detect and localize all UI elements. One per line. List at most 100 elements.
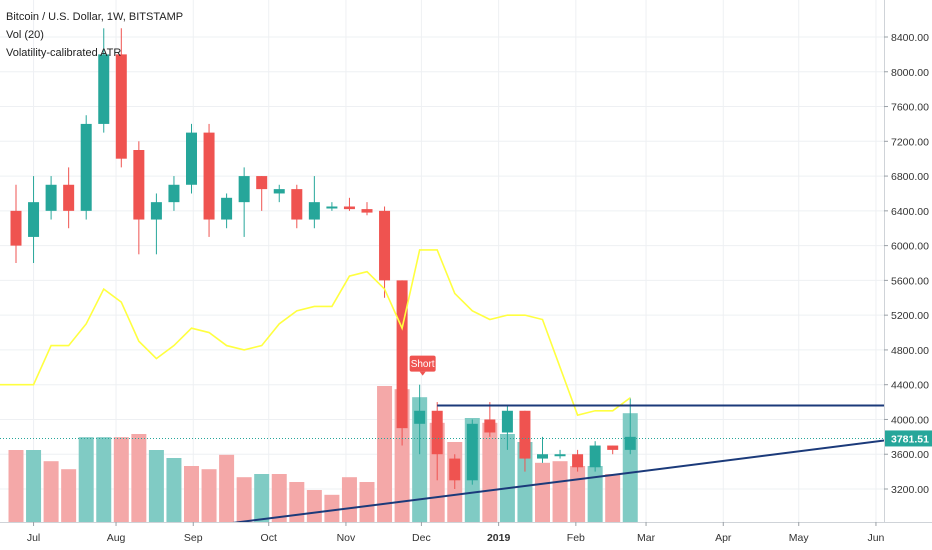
candle-body <box>291 189 303 220</box>
candle-body <box>484 419 496 433</box>
candle-body <box>10 210 22 246</box>
price-axis-label: 4000.00 <box>891 414 929 426</box>
volume-bar <box>535 462 550 522</box>
volume-bar <box>8 450 24 522</box>
price-badge-text: 3781.51 <box>891 433 929 445</box>
volume-bar <box>306 490 322 522</box>
price-axis-label: 7200.00 <box>891 136 929 148</box>
time-axis-background <box>0 522 932 550</box>
price-axis-background <box>884 0 932 550</box>
volume-bar <box>552 461 568 522</box>
volume-bar <box>236 477 252 522</box>
candle-series <box>10 28 636 489</box>
time-axis-label: Dec <box>412 532 431 544</box>
short-label-box <box>409 355 436 372</box>
candle-body <box>554 454 566 457</box>
time-axis-label: May <box>789 532 810 544</box>
symbol-title: Bitcoin / U.S. Dollar, 1W, BITSTAMP <box>6 11 184 23</box>
candle-body <box>256 176 268 190</box>
candle-body <box>414 410 426 424</box>
atr-indicator-label: Volatility-calibrated ATR <box>6 47 122 59</box>
candle-body <box>466 423 478 481</box>
candle-body <box>203 132 215 220</box>
volume-bar <box>289 482 305 522</box>
candle-body <box>501 410 513 433</box>
price-axis-label: 6000.00 <box>891 241 929 253</box>
short-label-pointer <box>419 371 426 376</box>
time-axis-label: Feb <box>567 532 585 544</box>
candle-body <box>624 436 636 450</box>
volume-bar <box>96 437 112 522</box>
candle-body <box>589 445 601 468</box>
price-axis-label: 3200.00 <box>891 484 929 496</box>
volume-bar <box>324 494 340 522</box>
time-axis-label: Jun <box>867 532 884 544</box>
candle-body <box>45 184 57 211</box>
candle-body <box>238 176 250 203</box>
volume-bar <box>78 437 94 522</box>
time-axis-label: Sep <box>184 532 203 544</box>
time-axis-label: Jul <box>27 532 40 544</box>
volume-bar <box>341 477 357 522</box>
time-axis-label: Oct <box>261 532 277 544</box>
short-label-text: Short <box>411 359 435 370</box>
time-axis-label: Apr <box>715 532 732 544</box>
price-axis-label: 5200.00 <box>891 310 929 322</box>
price-badge <box>885 430 932 447</box>
candle-body <box>361 209 373 213</box>
price-axis-label: 5600.00 <box>891 275 929 287</box>
time-axis-label: 2019 <box>487 532 511 544</box>
candle-body <box>28 202 40 237</box>
volume-bar <box>201 469 217 522</box>
candle-body <box>80 123 92 211</box>
candle-body <box>449 458 461 481</box>
price-axis-label: 6400.00 <box>891 206 929 218</box>
candle-body <box>308 202 320 220</box>
volume-bar <box>570 466 586 522</box>
candle-body <box>115 54 127 159</box>
candle-body <box>150 202 162 220</box>
volume-bar <box>482 422 498 522</box>
price-axis-label: 4400.00 <box>891 380 929 392</box>
volume-bar <box>271 474 287 522</box>
volume-bar <box>61 469 77 522</box>
volume-bar <box>605 474 621 522</box>
candle-body <box>221 197 233 220</box>
volume-bar <box>359 482 375 522</box>
volume-bar <box>412 397 428 522</box>
candle-body <box>326 206 338 209</box>
volume-bar <box>113 437 129 522</box>
candle-body <box>186 132 197 185</box>
candle-body <box>537 454 548 459</box>
volume-bar <box>587 466 603 522</box>
candle-body <box>379 210 391 281</box>
volume-bar <box>184 466 199 522</box>
volume-bar <box>131 434 147 522</box>
price-axis-label: 8000.00 <box>891 67 929 79</box>
price-axis-label: 8400.00 <box>891 32 929 44</box>
price-axis: 3200.00 3600.00 4000.00 4400.00 4800.00 5200.… <box>884 32 929 496</box>
volume-bar <box>219 454 235 522</box>
chart-header: Bitcoin / U.S. Dollar, 1W, BITSTAMP Vol … <box>6 8 183 62</box>
volume-bar <box>26 450 42 522</box>
volume-bar <box>254 474 270 522</box>
candle-body <box>343 206 355 210</box>
candle-body <box>607 445 619 450</box>
atr-line <box>0 249 631 417</box>
candle-body <box>519 410 531 459</box>
candle-body <box>273 189 285 194</box>
price-axis-label: 4800.00 <box>891 345 929 357</box>
candle-body <box>133 150 145 220</box>
candle-body <box>63 184 75 211</box>
time-axis-label: Nov <box>337 532 356 544</box>
volume-bar <box>166 458 182 522</box>
price-axis-label: 3600.00 <box>891 449 929 461</box>
volume-indicator-label: Vol (20) <box>6 29 44 41</box>
time-axis-label: Mar <box>637 532 656 544</box>
candle-body <box>572 454 584 468</box>
volume-bar <box>148 450 164 522</box>
volume-bar <box>499 434 515 522</box>
time-axis: Jul Aug Sep Oct Nov Dec 2019 Feb Mar Apr May Jun <box>27 522 885 544</box>
candle-body <box>168 184 180 203</box>
